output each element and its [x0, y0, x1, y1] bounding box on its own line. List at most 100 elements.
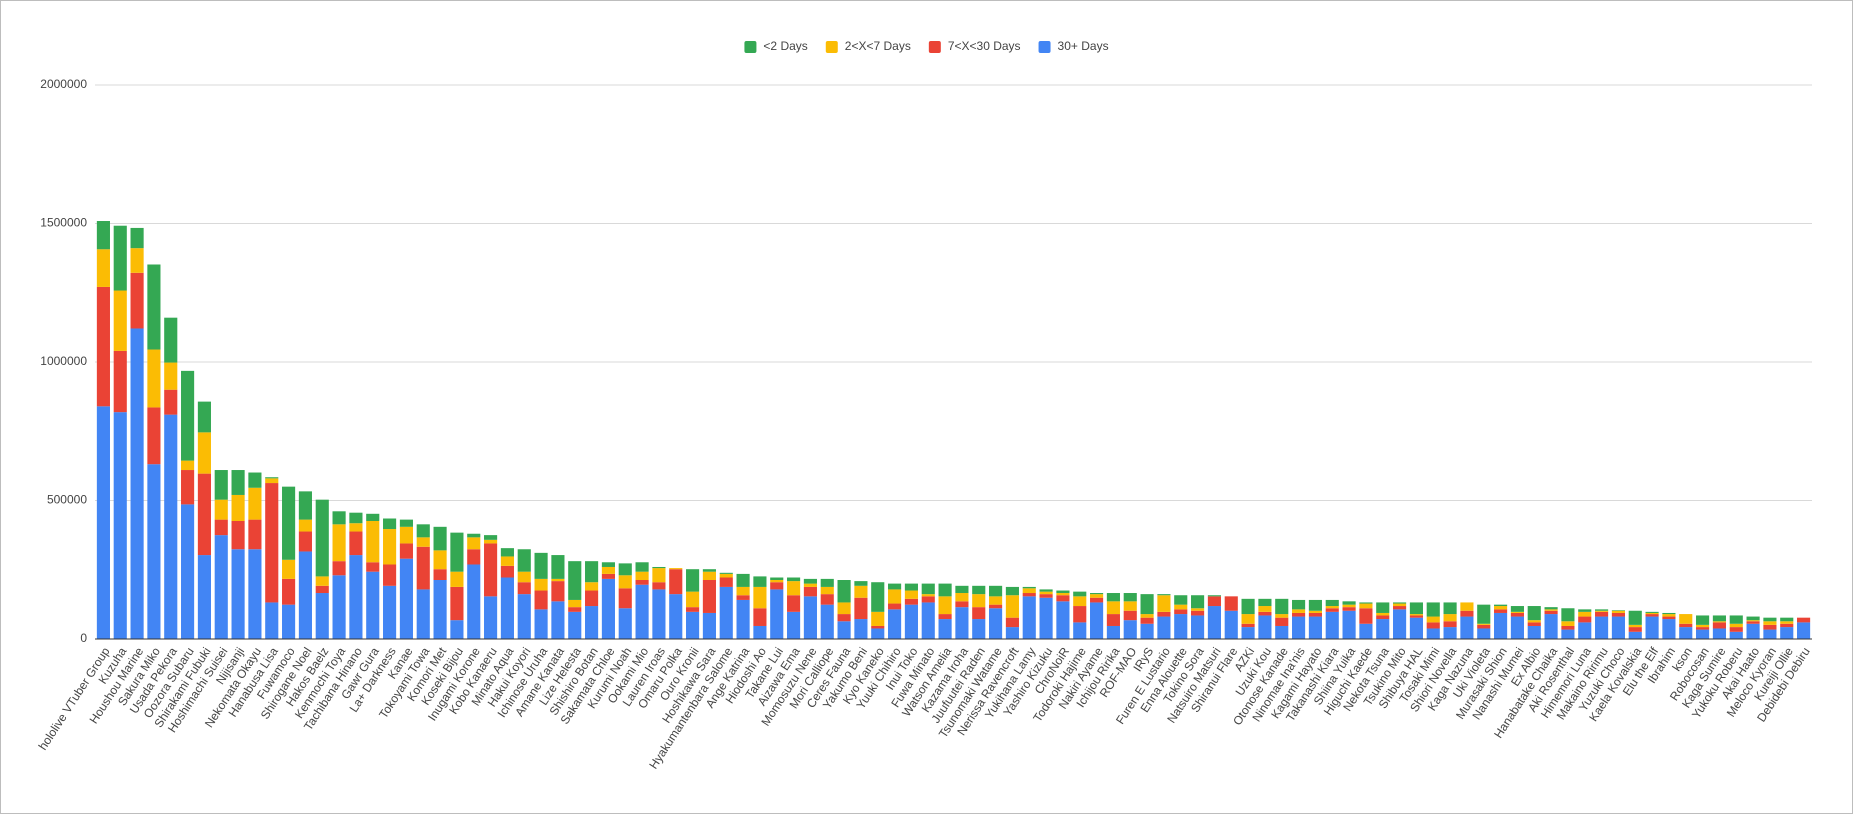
- bar-segment: [1123, 620, 1137, 639]
- bar-segment: [1258, 606, 1272, 612]
- bar-segment: [1241, 614, 1255, 624]
- bar-segment: [568, 599, 582, 608]
- bar-segment: [669, 569, 683, 595]
- bar-segment: [265, 483, 279, 603]
- bar-segment: [635, 584, 649, 639]
- bar-segment: [1359, 623, 1373, 639]
- bar-segment: [298, 551, 312, 639]
- bar-segment: [1022, 588, 1036, 594]
- bar-segment: [1494, 609, 1508, 613]
- bar-segment: [1241, 598, 1255, 615]
- bar-segment: [113, 290, 127, 351]
- bar-segment: [568, 561, 582, 600]
- bar-segment: [652, 568, 666, 583]
- bar-segment: [770, 577, 784, 580]
- bar-segment: [1292, 599, 1306, 610]
- bar-segment: [955, 593, 969, 602]
- bar-segment: [298, 531, 312, 552]
- bar-segment: [383, 564, 397, 586]
- bar-segment: [568, 607, 582, 612]
- bar-segment: [1696, 624, 1710, 628]
- bar-segment: [1241, 627, 1255, 639]
- bar-segment: [1123, 610, 1137, 621]
- y-tick-label: 500000: [47, 493, 87, 507]
- bar-segment: [181, 370, 195, 461]
- bar-segment: [753, 608, 767, 626]
- bar-segment: [130, 272, 144, 329]
- bar-segment: [164, 389, 178, 415]
- bar-segment: [1544, 610, 1558, 615]
- bar-segment: [130, 328, 144, 639]
- bar-segment: [164, 317, 178, 363]
- bar-segment: [1157, 616, 1171, 639]
- bar-segment: [736, 573, 750, 587]
- bar-segment: [1628, 631, 1642, 639]
- bar-segment: [803, 578, 817, 584]
- bar-segment: [719, 573, 733, 578]
- y-tick-label: 1500000: [40, 216, 87, 230]
- bar-segment: [1140, 617, 1154, 624]
- bar-segment: [820, 578, 834, 587]
- bar-segment: [1780, 621, 1794, 624]
- bar-segment: [1308, 616, 1322, 639]
- bar-segment: [282, 604, 296, 639]
- bar-segment: [1342, 610, 1356, 639]
- bar-segment: [601, 562, 615, 567]
- bar-segment: [989, 585, 1003, 597]
- bar-segment: [770, 589, 784, 639]
- bar-segment: [332, 561, 346, 576]
- bar-segment: [383, 529, 397, 565]
- legend-label: 7<X<30 Days: [948, 39, 1021, 53]
- bar-segment: [904, 604, 918, 639]
- bar-segment: [1005, 586, 1019, 596]
- bar-segment: [601, 573, 615, 579]
- bar-segment: [164, 414, 178, 639]
- bar-segment: [332, 575, 346, 639]
- bar-segment: [753, 586, 767, 609]
- bar-segment: [282, 486, 296, 560]
- bar-segment: [972, 619, 986, 639]
- bar-segment: [1140, 594, 1154, 615]
- bar-segment: [1763, 621, 1777, 625]
- bar-segment: [1578, 611, 1592, 617]
- bar-segment: [517, 594, 531, 639]
- bar-segment: [467, 533, 481, 538]
- bar-segment: [652, 582, 666, 590]
- bar-segment: [399, 519, 413, 527]
- bar-segment: [416, 589, 430, 639]
- bar-segment: [1376, 602, 1390, 613]
- bar-segment: [214, 499, 228, 520]
- bar-segment: [1039, 589, 1053, 592]
- bar-segment: [1073, 596, 1087, 607]
- bar-segment: [1712, 615, 1726, 622]
- bar-segment: [517, 582, 531, 595]
- bar-segment: [1595, 616, 1609, 639]
- bar-segment: [1780, 627, 1794, 639]
- bar-segment: [1292, 609, 1306, 613]
- bar-segment: [366, 562, 380, 572]
- bar-segment: [1056, 595, 1070, 602]
- bar-segment: [1645, 614, 1659, 617]
- bar-segment: [534, 590, 548, 610]
- bar-segment: [989, 604, 1003, 609]
- bar-segment: [1140, 614, 1154, 618]
- bar-segment: [1460, 602, 1474, 611]
- y-tick-label: 0: [80, 631, 87, 645]
- bar-segment: [1645, 612, 1659, 615]
- bar-segment: [534, 578, 548, 591]
- bar-segment: [1207, 595, 1221, 597]
- bar-segment: [1645, 616, 1659, 639]
- bar-segment: [1191, 615, 1205, 639]
- bar-segment: [517, 571, 531, 583]
- bar-segment: [1578, 609, 1592, 612]
- bar-segment: [1376, 615, 1390, 620]
- bar-segment: [534, 552, 548, 579]
- bar-segment: [1611, 616, 1625, 639]
- bar-segment: [1308, 599, 1322, 611]
- bar-segment: [1258, 615, 1272, 639]
- bar-segment: [770, 579, 784, 583]
- bar-segment: [921, 602, 935, 639]
- bar-segment: [1191, 595, 1205, 609]
- bar-segment: [871, 625, 885, 629]
- bar-segment: [484, 596, 498, 639]
